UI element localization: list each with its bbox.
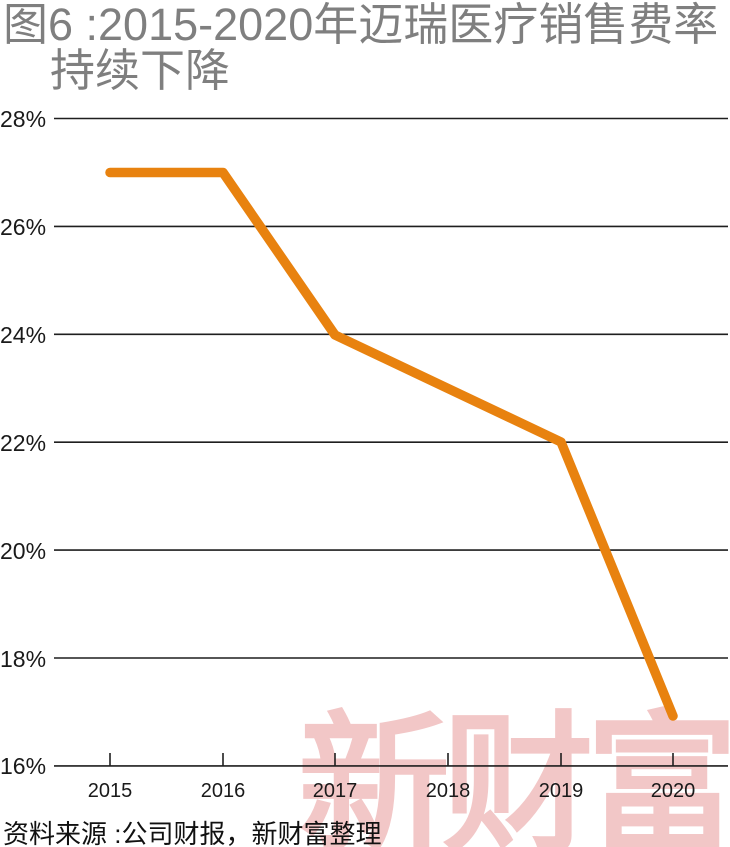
svg-text:2020: 2020 bbox=[651, 780, 696, 802]
svg-text:2017: 2017 bbox=[313, 780, 358, 802]
svg-text:28%: 28% bbox=[0, 106, 46, 132]
svg-text:2016: 2016 bbox=[201, 780, 246, 802]
svg-text:22%: 22% bbox=[0, 430, 46, 456]
svg-text:26%: 26% bbox=[0, 214, 46, 240]
svg-text:18%: 18% bbox=[0, 646, 46, 672]
svg-text:16%: 16% bbox=[0, 753, 46, 779]
svg-text:2018: 2018 bbox=[426, 780, 471, 802]
svg-text:24%: 24% bbox=[0, 322, 46, 348]
svg-text:2019: 2019 bbox=[539, 780, 584, 802]
svg-text:2015: 2015 bbox=[88, 780, 133, 802]
svg-text:20%: 20% bbox=[0, 538, 46, 564]
